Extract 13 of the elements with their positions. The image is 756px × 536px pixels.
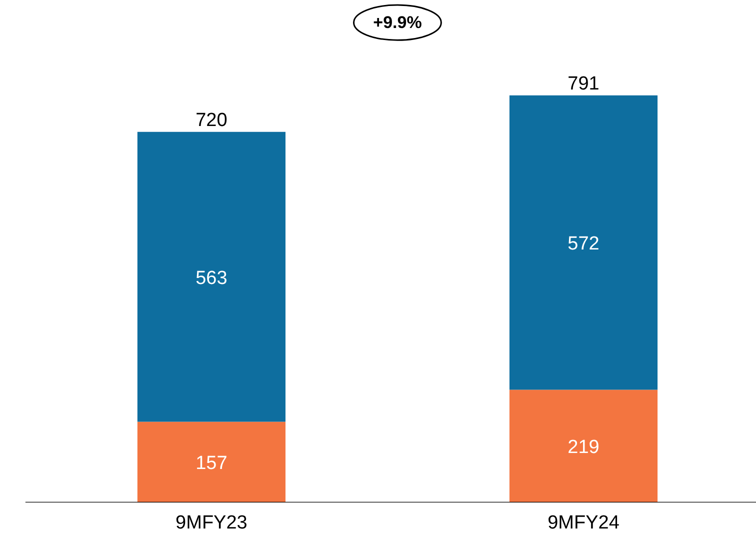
data-label: 157: [196, 453, 228, 474]
bar: [137, 132, 286, 422]
data-label: 572: [568, 234, 600, 255]
text: +9.9%: [373, 13, 422, 32]
data-label: 219: [568, 437, 600, 458]
total-label: 720: [196, 110, 228, 131]
bar: [137, 422, 286, 502]
bar: [509, 390, 658, 502]
data-label: 563: [196, 268, 228, 289]
x-tick-label: 9MFY24: [548, 512, 620, 534]
total-label: 791: [568, 73, 600, 94]
bar: [509, 95, 658, 390]
x-tick-label: 9MFY23: [176, 512, 248, 534]
